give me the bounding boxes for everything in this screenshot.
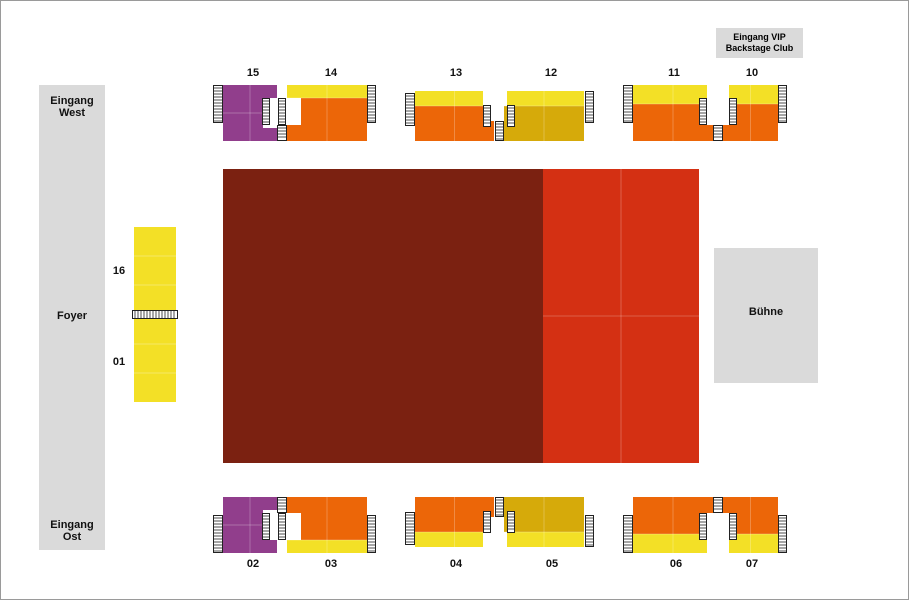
stairs-icon: [729, 98, 737, 125]
block-label-16: 16: [112, 265, 126, 277]
aisle-gap: [504, 532, 507, 547]
block-label-10: 10: [745, 67, 759, 79]
block-06[interactable]: [633, 534, 713, 553]
stairs-icon: [213, 515, 223, 553]
stairs-icon: [585, 515, 594, 547]
floor-section-rear[interactable]: [223, 169, 543, 463]
block-05[interactable]: [504, 497, 584, 532]
stairs-icon: [699, 98, 707, 125]
block-label-11: 11: [668, 67, 680, 79]
entrance-west-label: Eingang West: [50, 95, 94, 119]
block-03[interactable]: [287, 540, 367, 553]
vip-entrance-label: Eingang VIP Backstage Club: [725, 32, 794, 53]
block-04[interactable]: [415, 497, 494, 532]
stairs-icon: [405, 93, 415, 126]
block-label-13: 13: [449, 67, 463, 79]
vip-entrance[interactable]: Eingang VIP Backstage Club: [716, 28, 803, 58]
stairs-icon: [585, 91, 594, 123]
foyer-area[interactable]: [39, 85, 105, 550]
stairs-icon: [262, 513, 270, 540]
block-13[interactable]: [415, 106, 494, 141]
stairs-icon: [623, 515, 633, 553]
aisle-gap: [491, 91, 494, 106]
stairs-icon: [483, 511, 491, 533]
stage-area[interactable]: [714, 248, 818, 383]
aisle-gap: [287, 513, 301, 540]
stairs-icon: [507, 511, 515, 533]
stairs-icon: [729, 513, 737, 540]
block-label-01: 01: [112, 356, 126, 368]
block-label-02: 02: [246, 558, 260, 570]
block-12[interactable]: [504, 106, 584, 141]
block-label-15: 15: [246, 67, 260, 79]
aisle-gap: [504, 91, 507, 106]
block-11[interactable]: [633, 85, 713, 104]
block-12[interactable]: [504, 91, 584, 106]
stage-label: Bühne: [748, 306, 784, 318]
block-04[interactable]: [415, 532, 494, 547]
block-label-14: 14: [324, 67, 338, 79]
stairs-icon: [277, 497, 287, 513]
stairs-icon: [495, 497, 504, 517]
block-14[interactable]: [287, 85, 367, 98]
block-label-12: 12: [544, 67, 558, 79]
stairs-icon: [507, 105, 515, 127]
aisle-gap: [723, 85, 729, 125]
stairs-icon: [405, 512, 415, 545]
stairs-icon: [262, 98, 270, 125]
stairs-icon: [778, 85, 787, 123]
stairs-icon: [483, 105, 491, 127]
stairs-icon: [713, 125, 723, 141]
stairs-icon: [278, 98, 286, 125]
aisle-gap: [707, 85, 713, 125]
stairs-icon: [367, 515, 376, 553]
entrance-east-label: Eingang Ost: [50, 519, 94, 543]
stairs-icon: [213, 85, 223, 123]
block-13[interactable]: [415, 91, 494, 106]
stairs-icon: [699, 513, 707, 540]
block-label-07: 07: [745, 558, 759, 570]
block-label-06: 06: [669, 558, 683, 570]
stairs-icon: [367, 85, 376, 123]
block-label-04: 04: [449, 558, 463, 570]
block-05[interactable]: [504, 532, 584, 547]
aisle-gap: [287, 98, 301, 125]
stairs-icon: [495, 121, 504, 141]
stairs-icon: [132, 310, 178, 319]
block-label-05: 05: [545, 558, 559, 570]
stairs-icon: [778, 515, 787, 553]
aisle-gap: [707, 513, 713, 553]
floor-section-front[interactable]: [543, 169, 699, 463]
stairs-icon: [713, 497, 723, 513]
block-label-03: 03: [324, 558, 338, 570]
stairs-icon: [278, 513, 286, 540]
stairs-icon: [277, 125, 287, 141]
aisle-gap: [723, 513, 729, 553]
stairs-icon: [623, 85, 633, 123]
foyer-label: Foyer: [57, 310, 87, 322]
aisle-gap: [491, 532, 494, 547]
